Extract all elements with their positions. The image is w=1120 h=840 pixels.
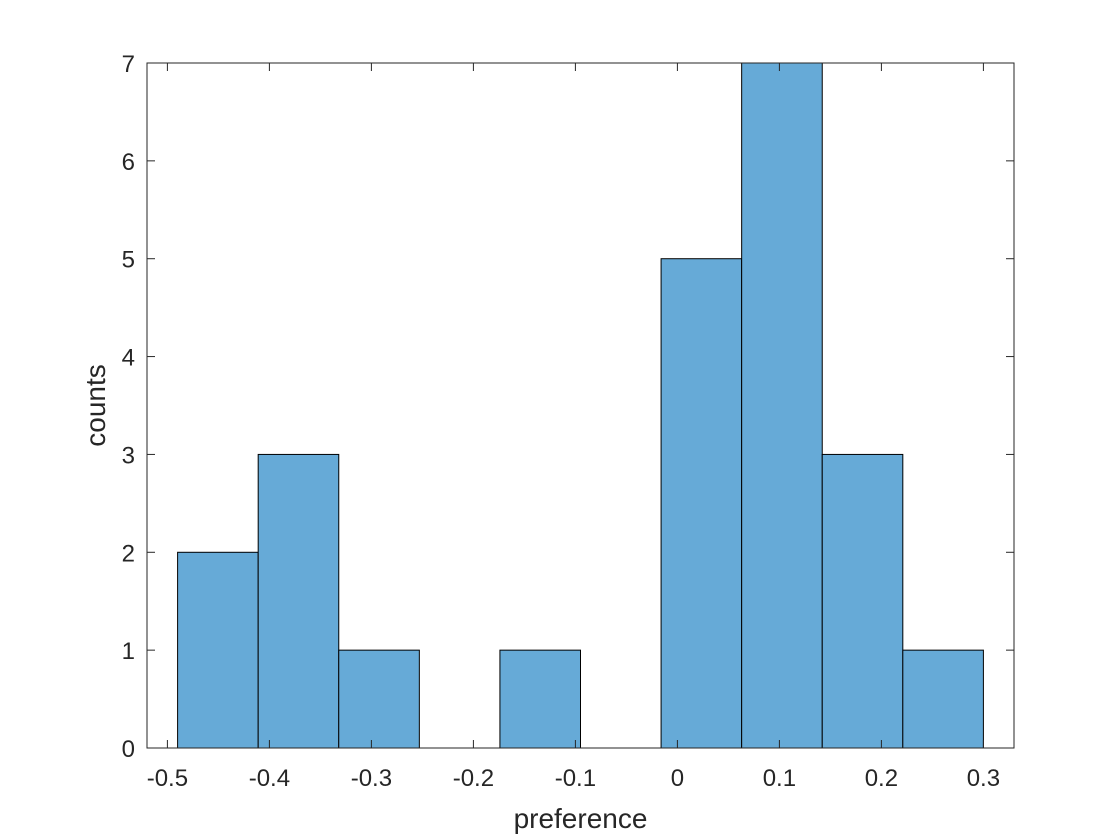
histogram-bar bbox=[902, 649, 984, 749]
y-tick-label: 0 bbox=[122, 736, 135, 763]
y-tick-label: 4 bbox=[122, 345, 135, 372]
histogram-bar bbox=[660, 258, 743, 749]
y-tick-label: 7 bbox=[122, 51, 135, 78]
y-tick-label: 1 bbox=[122, 638, 135, 665]
x-tick-label: 0.3 bbox=[967, 765, 1000, 792]
histogram-bar bbox=[499, 649, 582, 749]
ticks-group bbox=[147, 62, 1014, 749]
x-tick-label: -0.1 bbox=[555, 765, 596, 792]
y-tick-label: 6 bbox=[122, 149, 135, 176]
histogram-bar bbox=[177, 551, 259, 749]
histogram-bar bbox=[821, 453, 904, 749]
x-tick-label: -0.3 bbox=[351, 765, 392, 792]
y-tick-label: 3 bbox=[122, 442, 135, 469]
histogram-bar bbox=[338, 649, 420, 749]
x-tick-label: 0 bbox=[671, 765, 684, 792]
y-tick-label: 5 bbox=[122, 247, 135, 274]
x-tick-label: 0.1 bbox=[763, 765, 796, 792]
histogram-bar bbox=[741, 62, 823, 749]
x-tick-label: -0.5 bbox=[147, 765, 188, 792]
x-axis-label: preference bbox=[514, 803, 648, 834]
y-axis-label: counts bbox=[80, 364, 111, 447]
plot-frame bbox=[146, 62, 1015, 749]
x-tick-label: -0.2 bbox=[453, 765, 494, 792]
bars-group bbox=[177, 62, 984, 749]
tick-labels-group: -0.5 -0.4 -0.3 -0.2 -0.1 0 0.1 0.2 0.3 0 1 2 3 4 5 6 7 bbox=[122, 51, 1000, 792]
y-tick-label: 2 bbox=[122, 540, 135, 567]
x-tick-label: 0.2 bbox=[865, 765, 898, 792]
histogram-bar bbox=[257, 453, 340, 749]
x-tick-label: -0.4 bbox=[249, 765, 290, 792]
